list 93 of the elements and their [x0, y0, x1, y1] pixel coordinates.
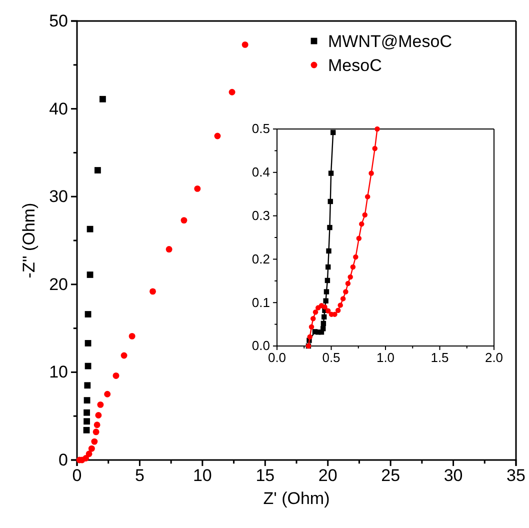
point	[194, 185, 201, 192]
point	[84, 397, 90, 404]
point	[112, 372, 120, 379]
point	[88, 445, 95, 452]
point	[214, 132, 221, 140]
point	[84, 311, 92, 318]
x-tick-label: 10	[192, 466, 212, 486]
x-tick-label: 30	[444, 466, 463, 486]
point	[95, 412, 102, 418]
point	[328, 170, 334, 176]
point	[84, 362, 92, 370]
point	[91, 438, 98, 445]
point	[86, 450, 92, 458]
y-tick-label: 0.5	[252, 121, 270, 136]
x-tick-label: 20	[318, 466, 338, 486]
y-tick-label: 0.3	[252, 208, 270, 223]
y-tick-label: 20	[49, 274, 68, 294]
y-tick-label: 0.1	[252, 294, 270, 310]
point	[104, 390, 111, 398]
x-tick-label: 15	[256, 466, 275, 486]
x-tick-label: 2.0	[484, 350, 504, 366]
y-tick-label: 0	[58, 450, 68, 470]
point	[372, 146, 378, 152]
point	[326, 248, 332, 254]
legend-label: MesoC	[328, 56, 382, 75]
point	[320, 320, 326, 326]
point	[166, 246, 172, 253]
y-tick-label: 0.0	[252, 338, 270, 354]
point	[362, 212, 368, 218]
point	[325, 308, 331, 314]
x-tick-label: 0.0	[268, 350, 286, 366]
y-tick-label: 30	[49, 187, 68, 206]
x-tick-label: 1.5	[430, 350, 449, 366]
y-tick-label: 0.2	[252, 251, 270, 266]
point	[374, 126, 380, 132]
legend-label: MWNT@MesoC	[328, 32, 452, 51]
x-axis-title: Z' (Ohm)	[263, 489, 330, 508]
point	[94, 167, 101, 174]
point	[312, 310, 318, 315]
point	[150, 288, 156, 295]
point	[86, 272, 94, 278]
point	[327, 224, 332, 230]
point	[97, 401, 104, 408]
x-tick-label: 5	[134, 466, 144, 486]
point	[92, 428, 100, 436]
point	[320, 326, 326, 332]
point	[84, 340, 92, 346]
y-axis-title: -Z'' (Ohm)	[20, 202, 38, 278]
point	[338, 302, 343, 308]
point	[364, 194, 370, 200]
point	[307, 334, 312, 340]
point	[359, 221, 364, 227]
point	[326, 264, 331, 270]
point	[100, 96, 106, 102]
point	[324, 289, 330, 294]
point	[83, 426, 90, 434]
point	[242, 41, 248, 48]
point	[180, 217, 188, 224]
y-tick-label: 50	[49, 11, 68, 30]
point	[228, 88, 236, 96]
point	[322, 304, 328, 310]
point	[343, 289, 348, 294]
point	[324, 278, 330, 284]
point	[86, 226, 94, 232]
point	[350, 264, 356, 270]
point	[128, 332, 136, 340]
x-tick-label: 35	[506, 466, 526, 486]
y-tick-label: 0.4	[252, 164, 270, 180]
x-tick-label: 25	[381, 466, 400, 486]
point	[84, 418, 90, 425]
point	[353, 254, 358, 260]
point	[356, 236, 362, 241]
point	[84, 382, 91, 389]
point	[308, 324, 314, 330]
point	[348, 274, 353, 280]
point	[310, 316, 316, 322]
point	[330, 130, 336, 136]
point	[84, 409, 90, 416]
point	[368, 170, 374, 176]
point	[345, 280, 351, 286]
point	[335, 308, 341, 314]
point	[82, 455, 90, 462]
y-tick-label: 10	[49, 362, 68, 382]
x-tick-label: 0.5	[322, 350, 340, 366]
x-tick-label: 1.0	[376, 350, 395, 366]
point	[323, 298, 328, 304]
y-tick-label: 40	[49, 99, 68, 118]
point	[321, 314, 327, 320]
point	[94, 422, 100, 428]
x-tick-label: 0	[72, 466, 82, 486]
point	[340, 296, 346, 302]
point	[328, 198, 333, 204]
point	[120, 352, 128, 359]
